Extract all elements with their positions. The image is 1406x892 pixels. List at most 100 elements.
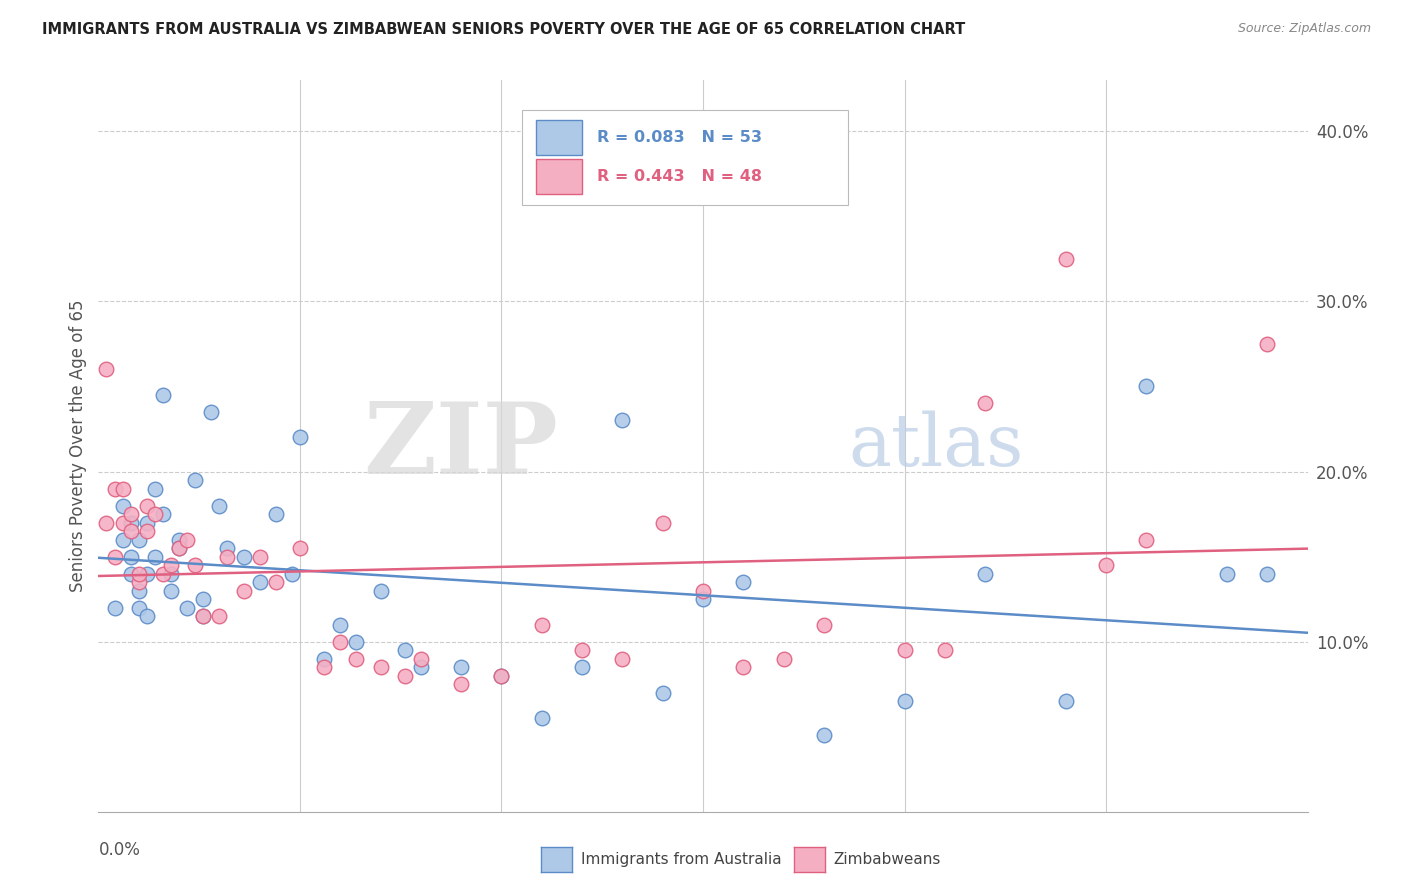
Point [1135, 379, 1157, 393]
Point [160, 583, 183, 598]
Point [128, 575, 150, 590]
Point [232, 583, 254, 598]
Point [120, 549, 142, 564]
Point [103, 600, 125, 615]
Point [450, 677, 472, 691]
Point [974, 396, 997, 410]
Text: IMMIGRANTS FROM AUSTRALIA VS ZIMBABWEAN SENIORS POVERTY OVER THE AGE OF 65 CORRE: IMMIGRANTS FROM AUSTRALIA VS ZIMBABWEAN … [42, 22, 966, 37]
Point [120, 516, 142, 530]
Point [232, 549, 254, 564]
Point [813, 617, 835, 632]
Point [193, 592, 215, 607]
Point [200, 405, 222, 419]
Point [111, 482, 134, 496]
Text: R = 0.443   N = 48: R = 0.443 N = 48 [596, 169, 762, 185]
Point [143, 482, 166, 496]
Point [344, 634, 367, 648]
Point [394, 668, 416, 682]
Point [893, 643, 915, 657]
Point [651, 686, 673, 700]
Point [281, 566, 304, 581]
Point [143, 507, 166, 521]
Point [160, 558, 183, 572]
Point [135, 524, 157, 538]
Point [450, 660, 472, 674]
Point [530, 617, 553, 632]
Point [1256, 337, 1278, 351]
Point [370, 660, 392, 674]
Point [249, 549, 271, 564]
Point [193, 609, 215, 624]
Point [1216, 566, 1239, 581]
Point [1135, 533, 1157, 547]
Point [1095, 558, 1118, 572]
Point [167, 533, 190, 547]
Point [167, 541, 190, 555]
Text: atlas: atlas [848, 410, 1024, 482]
Point [370, 583, 392, 598]
Point [491, 668, 513, 682]
Point [612, 651, 634, 665]
Point [217, 549, 239, 564]
Point [128, 600, 150, 615]
Point [733, 660, 755, 674]
Text: Source: ZipAtlas.com: Source: ZipAtlas.com [1237, 22, 1371, 36]
Point [120, 566, 142, 581]
Text: ZIP: ZIP [363, 398, 558, 494]
Text: Zimbabweans: Zimbabweans [834, 853, 941, 867]
Point [733, 575, 755, 590]
Point [329, 617, 352, 632]
Point [288, 541, 311, 555]
Bar [536, 120, 582, 155]
Point [103, 482, 125, 496]
Point [152, 566, 174, 581]
Point [344, 651, 367, 665]
Point [96, 362, 118, 376]
Point [893, 694, 915, 708]
Point [120, 507, 142, 521]
Point [813, 728, 835, 742]
Y-axis label: Seniors Poverty Over the Age of 65: Seniors Poverty Over the Age of 65 [69, 300, 87, 592]
Point [651, 516, 673, 530]
Point [974, 566, 997, 581]
Point [184, 473, 207, 487]
Point [128, 533, 150, 547]
Point [135, 566, 157, 581]
Point [111, 516, 134, 530]
Point [103, 549, 125, 564]
Point [152, 507, 174, 521]
Text: Immigrants from Australia: Immigrants from Australia [581, 853, 782, 867]
Point [128, 566, 150, 581]
Point [409, 651, 432, 665]
Text: R = 0.083   N = 53: R = 0.083 N = 53 [596, 130, 762, 145]
Point [128, 583, 150, 598]
Point [176, 533, 198, 547]
Point [1054, 694, 1077, 708]
Point [160, 566, 183, 581]
Point [111, 499, 134, 513]
Point [1256, 566, 1278, 581]
Point [208, 609, 231, 624]
Point [934, 643, 956, 657]
Point [264, 507, 287, 521]
Point [184, 558, 207, 572]
Point [491, 668, 513, 682]
Point [176, 600, 198, 615]
Point [409, 660, 432, 674]
Point [135, 499, 157, 513]
Point [217, 541, 239, 555]
Point [530, 711, 553, 725]
Point [96, 516, 118, 530]
Point [571, 643, 593, 657]
Point [772, 651, 794, 665]
Point [329, 634, 352, 648]
Point [692, 592, 714, 607]
Point [571, 660, 593, 674]
Point [249, 575, 271, 590]
Point [314, 660, 336, 674]
Point [120, 524, 142, 538]
FancyBboxPatch shape [522, 110, 848, 204]
Text: 0.0%: 0.0% [98, 841, 141, 859]
Point [143, 549, 166, 564]
Point [193, 609, 215, 624]
